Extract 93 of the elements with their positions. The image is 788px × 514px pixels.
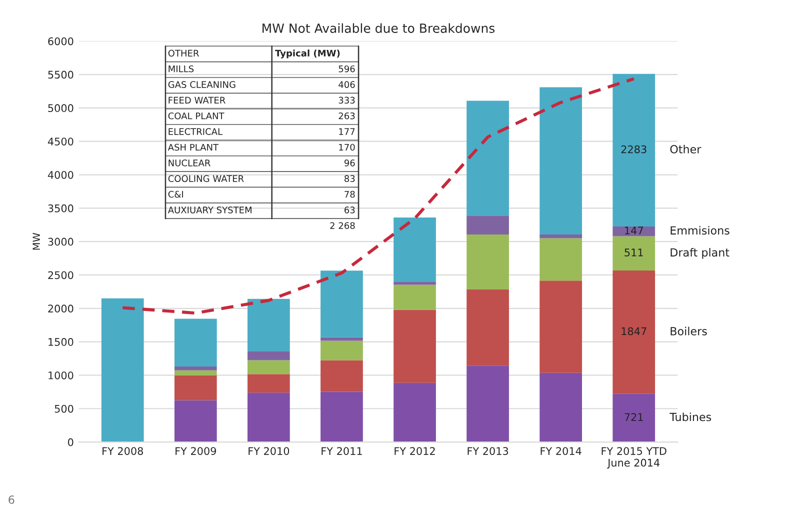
- annotation: 2 268: [330, 222, 355, 230]
- data-label: 147: [625, 226, 643, 234]
- series-label: Draft plant: [670, 248, 730, 259]
- bar: [174, 370, 217, 376]
- x-tick-label: FY 2014: [540, 447, 582, 455]
- annotation: ASH PLANT: [168, 144, 219, 151]
- annotation: Typical (MW): [275, 50, 340, 58]
- x-tick-label: FY 2011: [322, 447, 362, 455]
- data-label: 2283: [621, 145, 646, 154]
- data-label: 511: [624, 248, 643, 256]
- annotation: COAL PLANT: [168, 112, 224, 120]
- annotation: FEED WATER: [168, 96, 226, 104]
- bar: [612, 270, 656, 394]
- bar: [320, 270, 363, 338]
- bar: [394, 382, 436, 442]
- annotation: 96: [344, 160, 355, 166]
- x-tick-label: FY 2015 YTD June 2014: [602, 447, 666, 469]
- bar: [466, 234, 509, 290]
- bar: [540, 238, 582, 281]
- annotation: 333: [338, 96, 355, 104]
- bar: [101, 298, 144, 442]
- bar: [540, 372, 582, 442]
- y-tick-label: 5000: [48, 104, 74, 112]
- y-tick-label: 4000: [48, 170, 74, 179]
- bar: [612, 394, 656, 442]
- x-tick-label: FY 2013: [468, 447, 508, 455]
- x-tick-label: FY 2009: [176, 447, 216, 455]
- annotation: AUXIUARY SYSTEM: [168, 206, 252, 214]
- bar: [320, 392, 363, 442]
- data-label: 721: [624, 413, 643, 421]
- y-tick-label: 1000: [48, 371, 74, 380]
- bar: [320, 337, 363, 341]
- annotation: 170: [339, 144, 355, 151]
- bar: [612, 74, 656, 226]
- y-tick-label: 3500: [48, 204, 74, 212]
- y-tick-label: 3000: [48, 238, 74, 246]
- x-tick-label: FY 2008: [102, 447, 143, 455]
- annotation: OTHER: [168, 50, 199, 57]
- annotation: 83: [344, 175, 355, 182]
- series-label: Boilers: [670, 326, 707, 336]
- series-label: Tubines: [670, 412, 712, 422]
- bar: [320, 360, 363, 392]
- bar: [248, 298, 290, 352]
- bar: [466, 216, 509, 234]
- y-tick-label: 0: [68, 438, 74, 446]
- y-axis-title: MW: [32, 232, 40, 250]
- annotation: 406: [338, 81, 355, 88]
- chart-title: MW Not Available due to Breakdowns: [262, 23, 495, 33]
- annotation: 596: [338, 65, 355, 72]
- bar: [394, 284, 436, 310]
- bar: [540, 234, 582, 238]
- bar: [466, 366, 509, 442]
- y-tick-label: 5500: [48, 70, 74, 79]
- series-label: Other: [670, 144, 702, 154]
- bar: [394, 282, 436, 285]
- annotation: 63: [344, 206, 355, 214]
- annotation: 263: [338, 112, 355, 120]
- bar: [466, 100, 509, 216]
- y-tick-label: 1500: [48, 338, 74, 346]
- bar: [248, 352, 290, 360]
- bar: [248, 374, 290, 393]
- y-tick-label: 500: [54, 404, 74, 413]
- annotation: ELECTRICAL: [168, 128, 222, 135]
- annotation: COOLING WATER: [168, 175, 244, 182]
- bar: [394, 218, 436, 282]
- x-tick-label: FY 2012: [394, 447, 435, 455]
- annotation: GAS CLEANING: [168, 81, 236, 88]
- annotation: 177: [339, 128, 355, 135]
- bar: [394, 310, 436, 383]
- annotation: 78: [344, 190, 355, 198]
- bar: [540, 87, 582, 234]
- text: 6: [8, 495, 14, 504]
- bar: [248, 360, 290, 374]
- bar: [174, 400, 217, 442]
- bar: [174, 318, 217, 367]
- y-tick-label: 4500: [48, 138, 74, 146]
- bar: [466, 289, 509, 366]
- bar: [320, 340, 363, 360]
- bar: [612, 226, 656, 236]
- annotation: C&I: [168, 190, 183, 198]
- bar: [174, 366, 217, 370]
- series-label: Emmisions: [670, 226, 730, 235]
- x-tick-label: FY 2010: [248, 447, 290, 455]
- bar: [540, 280, 582, 373]
- data-label: 1847: [622, 327, 646, 336]
- annotation: MILLS: [168, 65, 194, 72]
- annotation: NUCLEAR: [168, 160, 210, 166]
- y-tick-label: 2500: [48, 271, 74, 280]
- bar: [248, 392, 290, 442]
- bar: [174, 375, 217, 400]
- y-tick-label: 6000: [48, 37, 74, 46]
- bar: [612, 236, 656, 270]
- y-tick-label: 2000: [48, 304, 74, 313]
